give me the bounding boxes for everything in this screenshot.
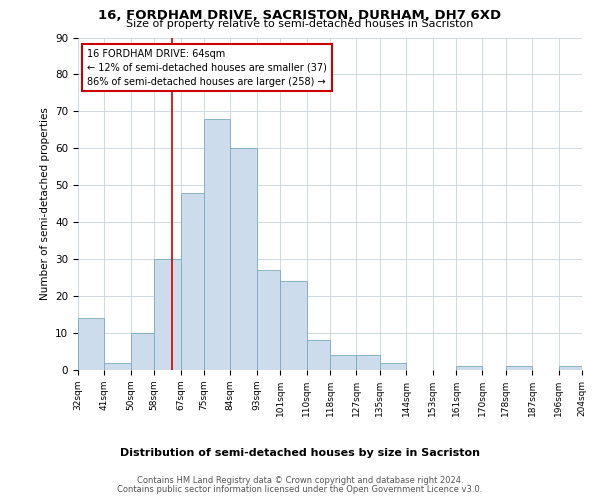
Y-axis label: Number of semi-detached properties: Number of semi-detached properties (40, 108, 50, 300)
Bar (104, 362, 131, 370)
Text: 16 FORDHAM DRIVE: 64sqm
← 12% of semi-detached houses are smaller (37)
86% of se: 16 FORDHAM DRIVE: 64sqm ← 12% of semi-de… (87, 48, 326, 86)
Bar (307, 340, 330, 370)
Text: Distribution of semi-detached houses by size in Sacriston: Distribution of semi-detached houses by … (120, 448, 480, 458)
Text: Contains public sector information licensed under the Open Government Licence v3: Contains public sector information licen… (118, 485, 482, 494)
Bar (280, 282, 307, 370)
Text: 16, FORDHAM DRIVE, SACRISTON, DURHAM, DH7 6XD: 16, FORDHAM DRIVE, SACRISTON, DURHAM, DH… (98, 9, 502, 22)
Bar (154, 259, 181, 370)
Text: Size of property relative to semi-detached houses in Sacriston: Size of property relative to semi-detach… (127, 19, 473, 29)
Bar (380, 362, 406, 370)
Bar (204, 119, 230, 370)
Bar (131, 333, 154, 370)
Bar (559, 366, 582, 370)
Bar (330, 355, 356, 370)
Text: Contains HM Land Registry data © Crown copyright and database right 2024.: Contains HM Land Registry data © Crown c… (137, 476, 463, 485)
Bar (230, 148, 257, 370)
Bar (78, 318, 104, 370)
Bar (356, 355, 380, 370)
Bar (506, 366, 532, 370)
Bar (181, 192, 204, 370)
Bar (257, 270, 280, 370)
Bar (456, 366, 482, 370)
